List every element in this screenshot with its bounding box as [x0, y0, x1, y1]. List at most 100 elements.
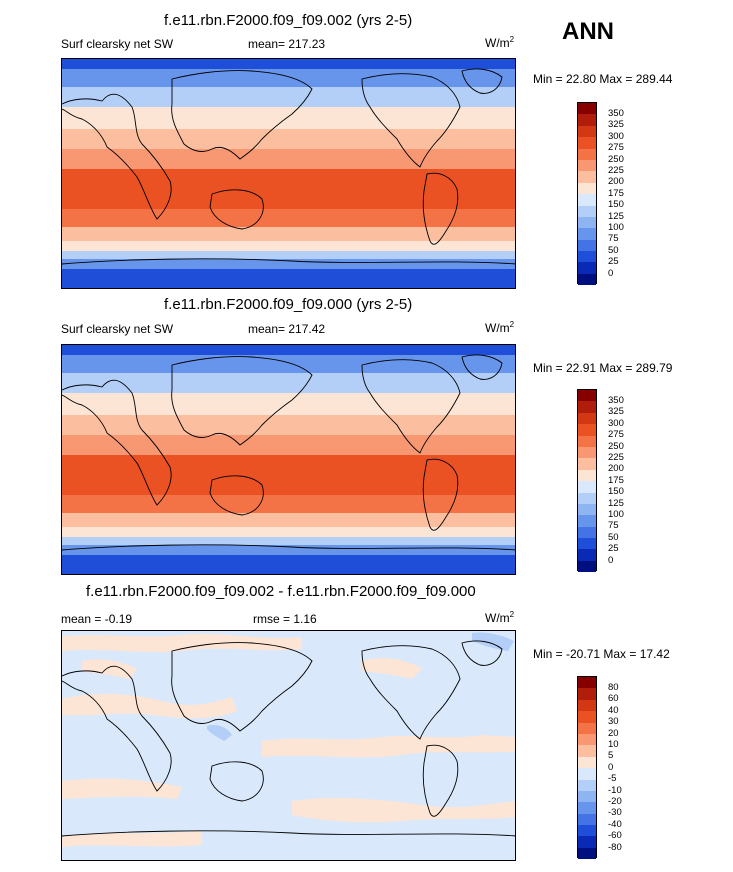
panel1-colorbar-swatch — [578, 273, 596, 286]
colorbar-tick-label: 250 — [608, 440, 624, 452]
panel2-colorbar-swatch — [578, 492, 596, 504]
panel3-colorbar — [577, 676, 597, 860]
panel3-units: W/m2 — [485, 610, 514, 625]
panel3-units-base: W/m — [485, 611, 510, 625]
colorbar-tick-label: 325 — [608, 406, 624, 418]
panel1-map — [61, 58, 516, 289]
panel1-colorbar-swatch — [578, 228, 596, 240]
panel3-positive-patches — [62, 634, 515, 847]
season-label: ANN — [562, 18, 614, 45]
panel3-colorbar-swatch — [578, 825, 596, 837]
panel1-band-eq — [62, 169, 515, 209]
colorbar-tick-label: 80 — [608, 682, 619, 693]
panel2-band-n4 — [62, 415, 515, 435]
panel3-colorbar-swatch — [578, 756, 596, 769]
panel1-colorbar-swatch — [578, 125, 596, 138]
panel1-band-n1 — [62, 69, 515, 87]
panel2-colorbar-swatch — [578, 435, 596, 447]
colorbar-tick-label: -20 — [608, 796, 622, 807]
panel2-band-s4 — [62, 537, 515, 545]
colorbar-tick-label: 200 — [608, 463, 624, 475]
panel1-minmax: Min = 22.80 Max = 289.44 — [533, 72, 673, 86]
panel1-title: f.e11.rbn.F2000.f09_f09.002 (yrs 2-5) — [164, 12, 413, 29]
panel2-band-s1 — [62, 495, 515, 513]
colorbar-tick-label: 30 — [608, 716, 619, 728]
colorbar-tick-label: 25 — [608, 256, 619, 268]
colorbar-tick-label: 225 — [608, 165, 624, 176]
colorbar-tick-label: 200 — [608, 176, 624, 188]
colorbar-tick-label: 275 — [608, 142, 624, 154]
panel2-coastlines — [62, 354, 515, 551]
colorbar-tick-label: -80 — [608, 841, 622, 853]
panel2-title: f.e11.rbn.F2000.f09_f09.000 (yrs 2-5) — [164, 296, 413, 313]
panel3-negative-patches — [207, 632, 514, 741]
colorbar-tick-label: 175 — [608, 187, 624, 199]
panel3-map — [61, 630, 516, 861]
panel1-colorbar — [577, 102, 597, 286]
panel1-colorbar-swatch — [578, 182, 596, 195]
panel3-minmax: Min = -20.71 Max = 17.42 — [533, 647, 670, 661]
panel2-band-n3 — [62, 393, 515, 415]
panel2-colorbar-swatch — [578, 469, 596, 482]
panel3-title: f.e11.rbn.F2000.f09_f09.002 - f.e11.rbn.… — [86, 583, 476, 600]
panel2-map — [61, 344, 516, 575]
panel3-colorbar-swatch — [578, 733, 596, 746]
panel2-mean-label: mean= 217.42 — [248, 322, 326, 336]
panel3-colorbar-swatch — [578, 779, 596, 791]
colorbar-tick-label: 5 — [608, 750, 614, 762]
colorbar-tick-label: 300 — [608, 417, 624, 429]
panel1-band-polar-n — [62, 59, 515, 69]
panel1-colorbar-swatch — [578, 114, 596, 126]
panel2-colorbar-swatch — [578, 412, 596, 425]
panel1-colorbar-swatch — [578, 148, 596, 160]
panel1-coastlines — [62, 68, 515, 265]
panel1-colorbar-swatch — [578, 251, 596, 263]
colorbar-tick-label: 60 — [608, 693, 619, 705]
panel1-colorbar-swatch — [578, 239, 596, 252]
panel3-colorbar-swatch — [578, 813, 596, 826]
colorbar-tick-label: -5 — [608, 773, 617, 785]
colorbar-tick-label: 250 — [608, 153, 624, 165]
panel3-colorbar-swatch — [578, 847, 596, 860]
panel3-colorbar-swatch — [578, 836, 596, 848]
colorbar-tick-label: 300 — [608, 130, 624, 142]
colorbar-tick-label: 0 — [608, 761, 614, 773]
panel1-colorbar-swatch — [578, 171, 596, 183]
panel1-colorbar-swatch — [578, 205, 596, 217]
panel3-colorbar-swatch — [578, 711, 596, 723]
panel1-colorbar-swatch — [578, 103, 596, 115]
panel1-band-polar-s — [62, 269, 515, 288]
colorbar-tick-label: 50 — [608, 244, 619, 256]
panel1-variable-label: Surf clearsky net SW — [61, 37, 174, 51]
panel2-colorbar-swatch — [578, 526, 596, 539]
panel3-mean-label: mean = -0.19 — [61, 612, 133, 626]
colorbar-tick-label: 0 — [608, 267, 614, 279]
colorbar-tick-label: 100 — [608, 509, 624, 520]
panel1-colorbar-swatch — [578, 137, 596, 149]
panel1-colorbar-swatch — [578, 159, 596, 172]
colorbar-tick-label: -40 — [608, 818, 622, 830]
colorbar-tick-label: 225 — [608, 452, 624, 463]
panel2-band-s3 — [62, 527, 515, 537]
colorbar-tick-label: 75 — [608, 520, 619, 532]
panel1-band-s3 — [62, 241, 515, 251]
colorbar-tick-label: 50 — [608, 531, 619, 543]
panel1-map-svg — [62, 59, 515, 288]
panel3-rmse-label: rmse = 1.16 — [253, 612, 317, 626]
panel2-variable-label: Surf clearsky net SW — [61, 322, 174, 336]
panel2-colorbar-swatch — [578, 549, 596, 561]
panel3-map-svg — [62, 631, 515, 860]
panel1-colorbar-swatch — [578, 262, 596, 274]
colorbar-tick-label: 100 — [608, 222, 624, 233]
panel3-units-sup: 2 — [509, 610, 515, 619]
panel3-colorbar-swatch — [578, 745, 596, 757]
colorbar-tick-label: 40 — [608, 704, 619, 716]
panel2-colorbar-swatch — [578, 401, 596, 413]
panel2-colorbar-swatch — [578, 458, 596, 470]
panel3-colorbar-swatch — [578, 768, 596, 780]
panel1-band-n5 — [62, 149, 515, 169]
panel1-band-n2 — [62, 87, 515, 107]
panel1-colorbar-swatch — [578, 216, 596, 229]
panel2-units-base: W/m — [485, 321, 510, 335]
colorbar-tick-label: 150 — [608, 199, 624, 211]
